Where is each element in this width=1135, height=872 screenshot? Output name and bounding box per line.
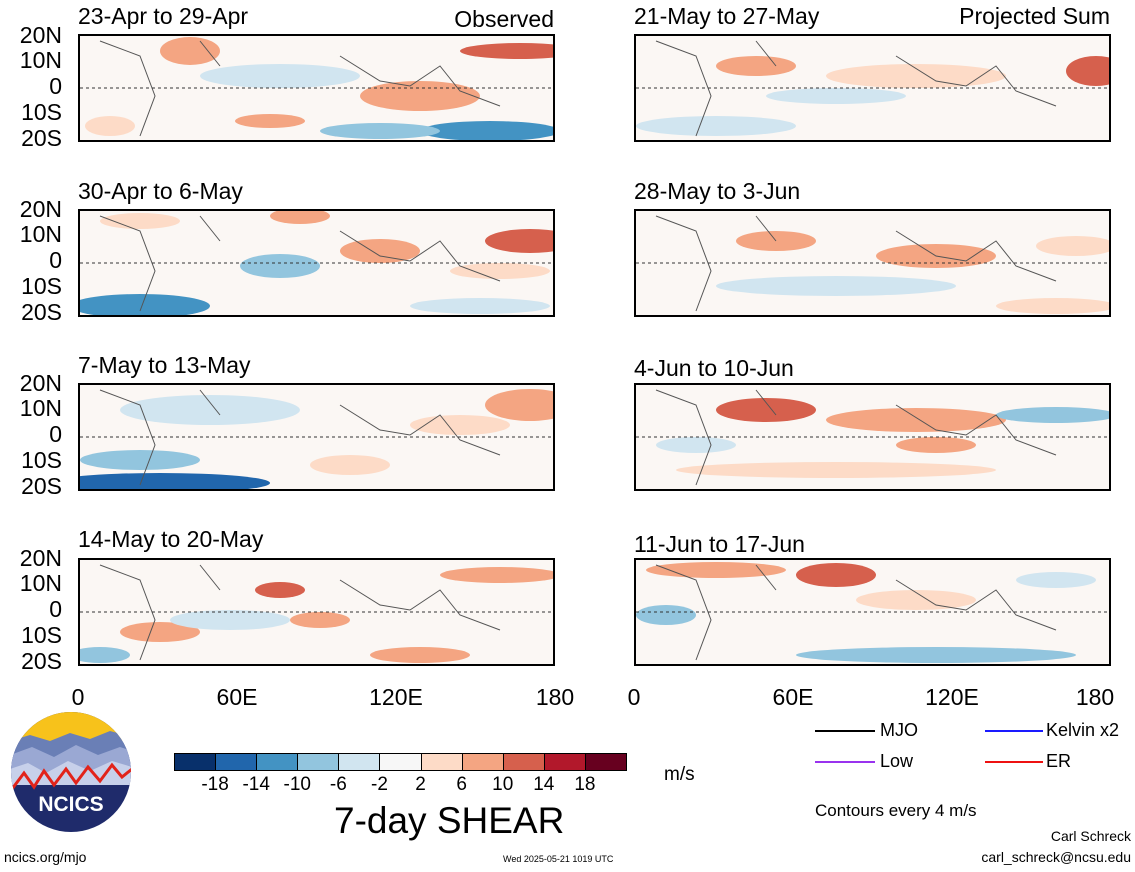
lat-label-row4-2: 0 (49, 596, 62, 622)
legend-label-er: ER (1046, 751, 1072, 771)
colorbar-swatch-5 (379, 753, 422, 771)
lat-label-row3-2: 0 (49, 421, 62, 447)
colorbar-swatch-8 (502, 753, 545, 771)
lon-label-right-120e: 120E (925, 684, 979, 710)
colorbar-tick-label: 2 (415, 774, 426, 795)
panel-title-7: 4-Jun to 10-Jun (634, 355, 794, 381)
lon-label-left-120e: 120E (369, 684, 423, 710)
lon-label-left-60e: 60E (216, 684, 258, 710)
map-panel-observed-1 (78, 34, 555, 142)
lat-label-row1-4: 20S (21, 125, 62, 151)
panel-title-4: 14-May to 20-May (78, 526, 264, 552)
lat-label-row4-0: 20N (19, 545, 62, 571)
panel-title-6: 28-May to 3-Jun (634, 178, 801, 204)
chart-title: 7-day SHEAR (334, 800, 565, 841)
ncics-logo: NCICS (10, 711, 132, 833)
lat-label-row1-2: 0 (49, 73, 62, 99)
lat-label-row2-2: 0 (49, 247, 62, 273)
map-panel-projected-4 (634, 558, 1111, 666)
map-panel-projected-2 (634, 209, 1111, 317)
lon-label-left-0: 0 (71, 684, 85, 710)
colorbar-labels: -18 -14 -10 -6 -2 2 6 10 14 18 (174, 774, 626, 798)
colorbar-units: m/s (664, 764, 695, 785)
lon-label-right-0: 0 (627, 684, 641, 710)
panel-title-2: 30-Apr to 6-May (78, 178, 243, 204)
colorbar-swatch-4 (338, 753, 381, 771)
colorbar-tick-label: -2 (371, 774, 388, 795)
panel-title-8: 11-Jun to 17-Jun (634, 531, 805, 557)
legend-label-kelvin: Kelvin x2 (1046, 720, 1120, 740)
lon-label-right-180: 180 (1075, 684, 1115, 710)
colorbar-tick-label: 10 (492, 774, 514, 795)
contours-note: Contours every 4 m/s (815, 801, 977, 820)
legend-line-er (985, 761, 1043, 763)
lat-label-row4-3: 10S (21, 622, 62, 648)
colorbar-swatch-6 (420, 753, 463, 771)
panel-title-1: 23-Apr to 29-Apr (78, 3, 249, 29)
colorbar-tick-label: -14 (242, 774, 270, 795)
legend-label-mjo: MJO (880, 720, 918, 740)
colorbar-swatch-9 (543, 753, 586, 771)
lat-label-row3-0: 20N (19, 370, 62, 396)
lat-label-row4-1: 10N (19, 570, 62, 596)
map-panel-projected-3 (634, 383, 1111, 491)
lat-label-row2-3: 10S (21, 273, 62, 299)
map-panel-observed-4 (78, 558, 555, 666)
colorbar-swatch-7 (461, 753, 504, 771)
lat-label-row4-4: 20S (21, 648, 62, 674)
lon-label-right-60e: 60E (772, 684, 814, 710)
panel-title-5: 21-May to 27-May (634, 3, 820, 29)
colorbar-swatch-1 (215, 753, 258, 771)
legend-line-low (815, 761, 875, 763)
legend-label-low: Low (880, 751, 914, 771)
map-panel-projected-1 (634, 34, 1111, 142)
observed-label: Observed (454, 6, 554, 32)
legend-line-kelvin (985, 730, 1043, 732)
lat-label-row1-1: 10N (19, 47, 62, 73)
lat-label-row1-0: 20N (19, 22, 62, 48)
lat-label-row2-1: 10N (19, 221, 62, 247)
lat-label-row1-3: 10S (21, 99, 62, 125)
lat-label-row3-3: 10S (21, 447, 62, 473)
legend-line-mjo (815, 730, 875, 732)
lat-label-row2-4: 20S (21, 299, 62, 325)
colorbar-tick-label: -18 (201, 774, 229, 795)
footer-site-link[interactable]: ncics.org/mjo (4, 849, 87, 865)
map-panel-observed-3 (78, 383, 555, 491)
colorbar-swatch-10 (584, 753, 627, 771)
colorbar-tick-label: -6 (329, 774, 347, 795)
panel-title-3: 7-May to 13-May (78, 352, 251, 378)
colorbar-swatch-0 (174, 753, 217, 771)
lat-label-row2-0: 20N (19, 196, 62, 222)
footer-timestamp: Wed 2025-05-21 1019 UTC (503, 854, 614, 864)
projected-sum-label: Projected Sum (959, 3, 1110, 29)
colorbar-tick-label: 14 (533, 774, 555, 795)
footer-email: carl_schreck@ncsu.edu (981, 849, 1131, 865)
colorbar-swatch-2 (256, 753, 299, 771)
footer-author: Carl Schreck (1050, 828, 1131, 844)
lat-label-row3-4: 20S (21, 473, 62, 499)
colorbar-tick-label: 6 (456, 774, 467, 795)
colorbar-tick-label: -10 (283, 774, 311, 795)
logo-text: NCICS (38, 793, 103, 816)
map-panel-observed-2 (78, 209, 555, 317)
colorbar-tick-label: 18 (574, 774, 596, 795)
colorbar-swatch-3 (297, 753, 340, 771)
lat-label-row3-1: 10N (19, 395, 62, 421)
lon-label-left-180: 180 (535, 684, 575, 710)
